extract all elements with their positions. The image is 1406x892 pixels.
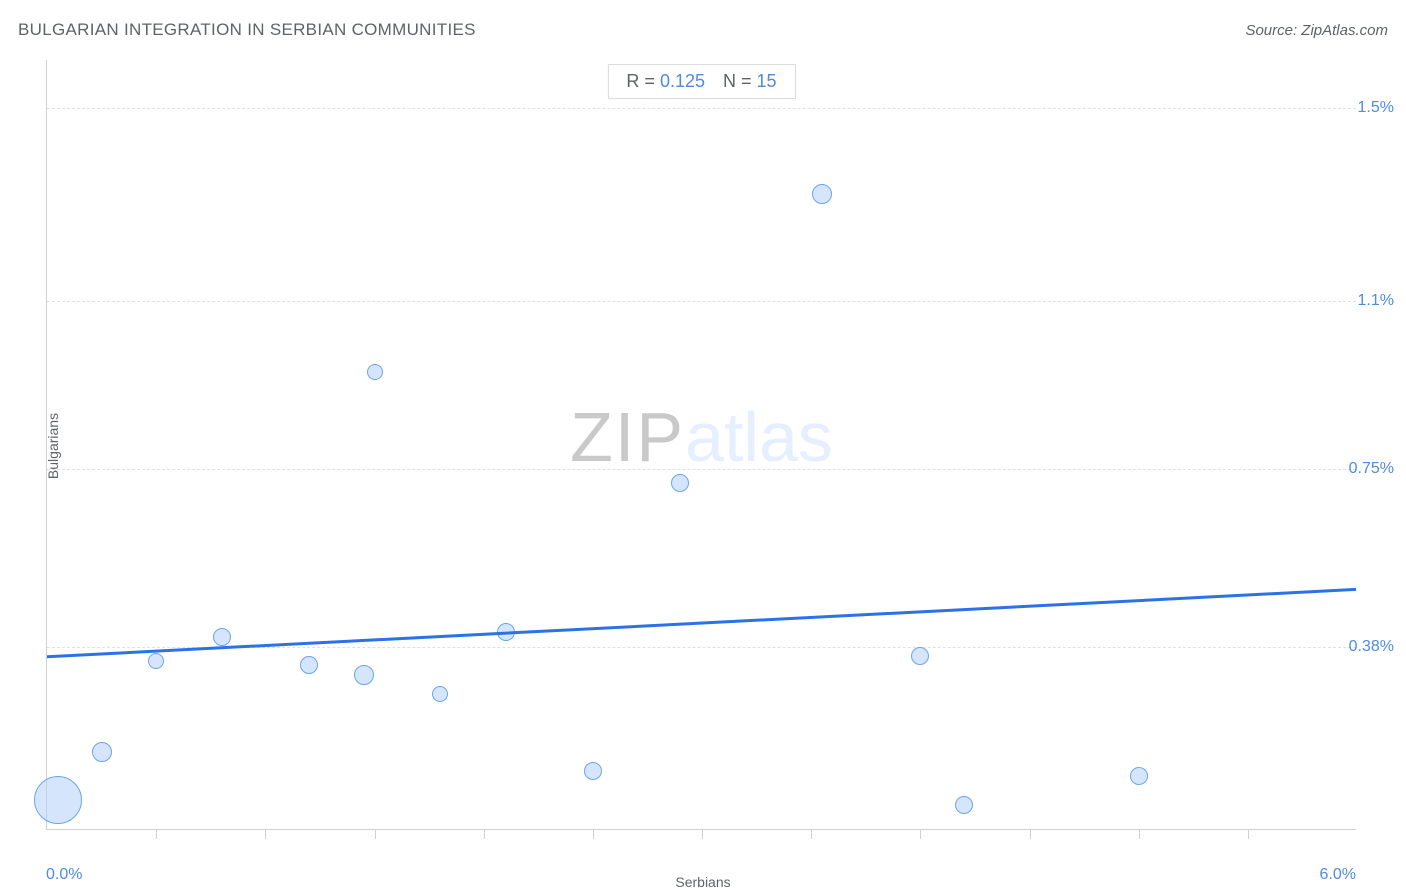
stat-r-label: R = [626, 71, 655, 91]
data-bubble [812, 184, 832, 204]
gridline [47, 647, 1356, 648]
data-bubble [432, 686, 448, 702]
x-tick [593, 829, 594, 839]
y-tick-label: 0.75% [1349, 460, 1394, 478]
x-tick [1248, 829, 1249, 839]
y-tick-label: 0.38% [1349, 638, 1394, 656]
chart-source: Source: ZipAtlas.com [1245, 22, 1388, 39]
x-tick [702, 829, 703, 839]
gridline [47, 469, 1356, 470]
data-bubble [911, 647, 929, 665]
watermark: ZIPatlas [570, 397, 833, 477]
data-bubble [92, 742, 112, 762]
x-tick [156, 829, 157, 839]
trend-line [47, 60, 1356, 829]
y-tick-label: 1.1% [1358, 292, 1394, 310]
x-tick [265, 829, 266, 839]
x-tick [1030, 829, 1031, 839]
chart-title: BULGARIAN INTEGRATION IN SERBIAN COMMUNI… [18, 20, 476, 40]
data-bubble [1130, 767, 1148, 785]
watermark-zip: ZIP [570, 398, 685, 476]
x-tick [920, 829, 921, 839]
x-axis-max: 6.0% [1320, 866, 1356, 884]
stat-n: N = 15 [723, 71, 777, 92]
stat-r: R = 0.125 [626, 71, 705, 92]
stat-n-value: 15 [757, 71, 777, 91]
chart-header: BULGARIAN INTEGRATION IN SERBIAN COMMUNI… [18, 20, 1388, 40]
x-tick [1139, 829, 1140, 839]
data-bubble [671, 474, 689, 492]
data-bubble [955, 796, 973, 814]
x-tick [375, 829, 376, 839]
data-bubble [213, 628, 231, 646]
chart-plot-area: R = 0.125 N = 15 ZIPatlas [46, 60, 1356, 830]
data-bubble [367, 364, 383, 380]
stat-n-label: N = [723, 71, 752, 91]
gridline [47, 108, 1356, 109]
data-bubble [584, 762, 602, 780]
x-axis-label: Serbians [675, 874, 730, 890]
data-bubble [497, 623, 515, 641]
gridline [47, 301, 1356, 302]
data-bubble [34, 776, 82, 824]
x-tick [484, 829, 485, 839]
y-tick-label: 1.5% [1358, 99, 1394, 117]
x-axis-min: 0.0% [46, 866, 82, 884]
watermark-atlas: atlas [685, 398, 833, 476]
stat-r-value: 0.125 [660, 71, 705, 91]
chart-stats-box: R = 0.125 N = 15 [607, 64, 795, 99]
data-bubble [354, 665, 374, 685]
data-bubble [300, 656, 318, 674]
x-tick [811, 829, 812, 839]
data-bubble [148, 653, 164, 669]
